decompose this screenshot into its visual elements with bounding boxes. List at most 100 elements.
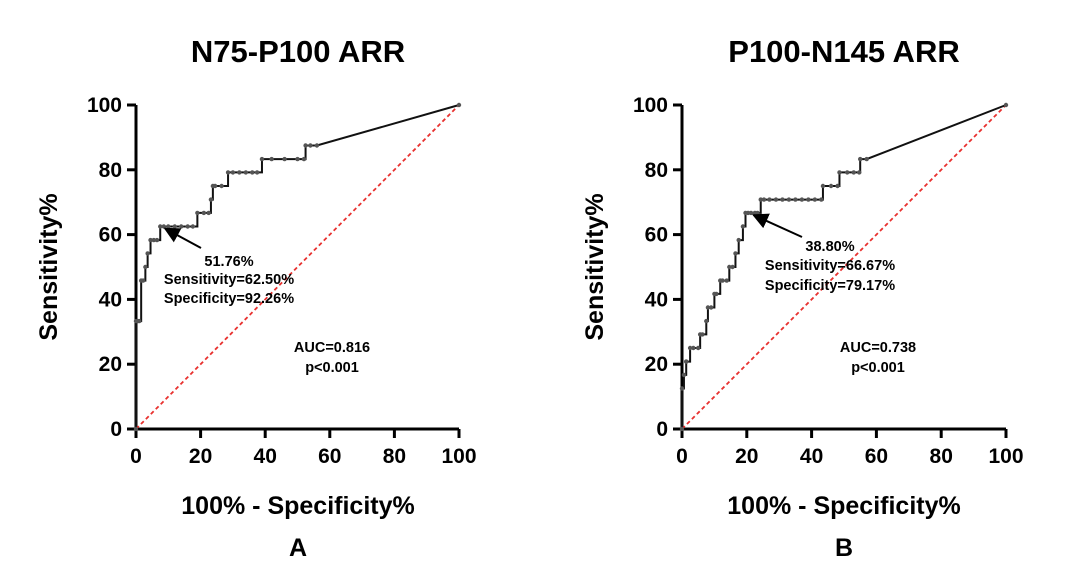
x-tick-label: 100 [441, 445, 476, 468]
plot-area [133, 102, 462, 432]
roc-point [166, 224, 171, 229]
y-tick-label: 100 [87, 94, 122, 117]
roc-point [857, 170, 862, 175]
roc-point [681, 372, 687, 378]
roc-point [161, 224, 166, 229]
x-tick-label: 100 [988, 445, 1023, 468]
x-axis-label: 100% - Specificity% [181, 492, 414, 520]
x-tick-label: 20 [189, 445, 212, 468]
roc-point [237, 170, 242, 175]
roc-point [230, 170, 236, 175]
roc-point [773, 197, 779, 202]
roc-point [303, 143, 308, 148]
roc-point [730, 264, 735, 270]
y-tick-label: 40 [99, 288, 122, 311]
x-tick-label: 80 [930, 445, 953, 468]
roc-point [819, 197, 824, 202]
roc-point [314, 143, 320, 148]
roc-point [864, 156, 869, 162]
roc-point [691, 345, 696, 351]
roc-point [696, 345, 701, 351]
roc-point [828, 183, 834, 189]
annotation-p-value: p<0.001 [851, 360, 905, 376]
reference-line [135, 104, 460, 430]
cut-point-arrow [752, 213, 803, 238]
annotation-cutoff: 38.80% [805, 239, 854, 255]
y-tick-label: 100 [633, 94, 668, 117]
roc-point [1003, 102, 1009, 108]
roc-point [259, 156, 265, 162]
roc-point [295, 156, 300, 162]
panel-letter: A [289, 534, 307, 562]
y-tick-label: 0 [110, 418, 122, 441]
roc-point [724, 278, 729, 283]
roc-point [308, 143, 313, 148]
roc-point [219, 183, 224, 189]
roc-point [858, 156, 863, 162]
roc-point [206, 210, 211, 216]
roc-point [727, 264, 732, 270]
x-tick-label: 60 [865, 445, 888, 468]
y-tick-label: 60 [99, 224, 122, 247]
roc-point [185, 224, 190, 229]
y-axis-label: Sensitivity% [581, 193, 609, 340]
roc-point [190, 224, 196, 229]
chart-title: N75-P100 ARR [191, 34, 405, 69]
y-tick-label: 20 [645, 353, 668, 376]
annotation-auc: AUC=0.738 [840, 340, 916, 356]
roc-point [736, 237, 741, 243]
roc-point [212, 183, 218, 189]
roc-point [684, 359, 689, 364]
roc-panel-a: N75-P100 ARR Sensitivity% 100% - Specifi… [35, 34, 477, 562]
roc-point [140, 278, 146, 283]
roc-point [820, 183, 826, 189]
x-tick-label: 40 [254, 445, 277, 468]
roc-point [208, 197, 214, 202]
annotation-specificity: Specificity=92.26% [164, 291, 294, 307]
roc-point [708, 305, 714, 310]
roc-point [806, 197, 811, 202]
roc-point [148, 237, 153, 243]
roc-panel-b: P100-N145 ARR Sensitivity% 100% - Specif… [581, 34, 1024, 562]
annotation-sensitivity: Sensitivity=62.50% [164, 272, 294, 288]
x-tick-label: 0 [130, 445, 142, 468]
roc-point [145, 251, 150, 256]
roc-point [456, 102, 462, 108]
x-tick-label: 60 [318, 445, 341, 468]
roc-point [851, 170, 856, 175]
roc-point [812, 197, 818, 202]
roc-point [687, 345, 693, 351]
y-axis-label: Sensitivity% [35, 193, 63, 340]
y-tick-label: 80 [645, 159, 668, 182]
annotation-sensitivity: Sensitivity=66.67% [765, 258, 895, 274]
roc-point [143, 264, 148, 270]
roc-point [133, 426, 139, 432]
roc-point [158, 224, 163, 229]
roc-point [250, 170, 255, 175]
roc-point [195, 210, 200, 216]
roc-point [700, 332, 705, 337]
axes: 0 20 40 60 80 100 0 20 40 60 80 100 [87, 94, 477, 468]
x-axis-label: 100% - Specificity% [727, 492, 960, 520]
roc-point [705, 305, 711, 310]
roc-point [793, 197, 798, 202]
annotation-auc: AUC=0.816 [294, 340, 370, 356]
roc-point [720, 278, 725, 283]
roc-point [758, 197, 763, 202]
roc-point [799, 197, 805, 202]
roc-point [837, 170, 842, 175]
roc-point [269, 156, 274, 162]
chart-title: P100-N145 ARR [728, 34, 959, 69]
y-tick-label: 40 [645, 288, 668, 311]
roc-point [748, 210, 754, 216]
roc-point [786, 197, 792, 202]
roc-point [714, 291, 719, 297]
roc-point [679, 386, 685, 391]
y-tick-label: 60 [645, 224, 668, 247]
roc-point [301, 156, 307, 162]
roc-point [733, 251, 738, 256]
roc-point [243, 170, 249, 175]
x-tick-label: 20 [735, 445, 758, 468]
x-tick-label: 80 [383, 445, 406, 468]
